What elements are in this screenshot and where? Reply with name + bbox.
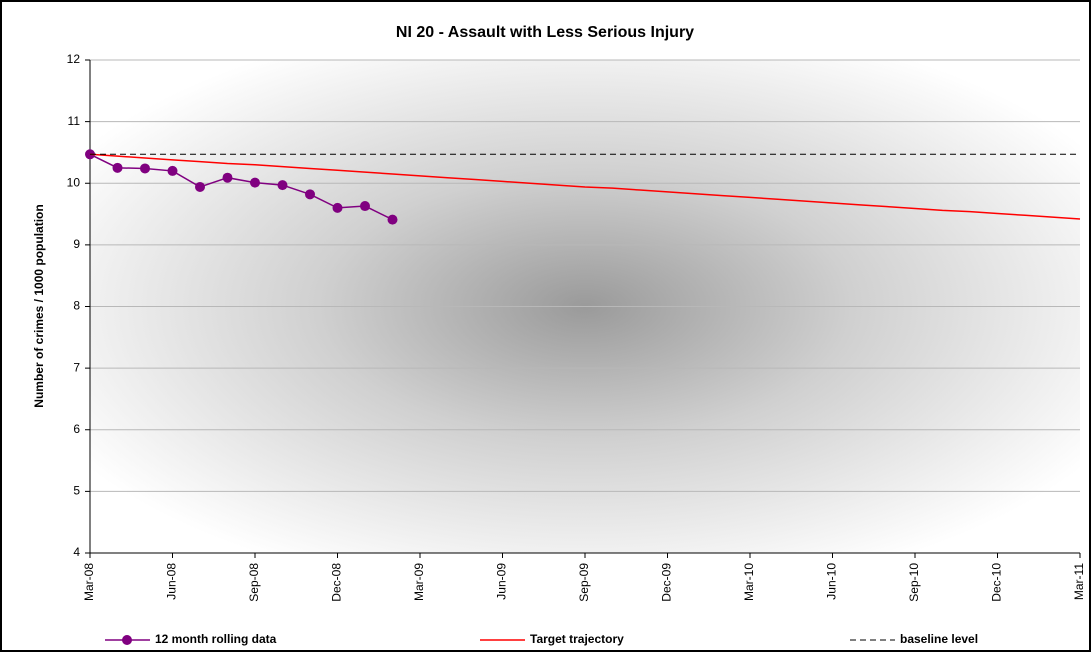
x-tick-label: Sep-10 — [907, 563, 921, 602]
data-point — [277, 180, 288, 191]
x-tick-label: Sep-08 — [247, 563, 261, 602]
legend-label: Target trajectory — [530, 632, 624, 646]
y-axis-label: Number of crimes / 1000 population — [32, 204, 46, 407]
data-point — [360, 201, 370, 212]
x-tick-label: Mar-09 — [412, 563, 426, 601]
y-tick-label: 5 — [73, 484, 80, 498]
data-point — [332, 202, 343, 213]
y-tick-label: 6 — [73, 422, 80, 436]
x-tick-label: Mar-08 — [82, 563, 96, 601]
y-tick-label: 4 — [73, 545, 80, 559]
data-point — [305, 189, 315, 200]
data-point — [195, 181, 205, 192]
data-point — [112, 162, 123, 173]
data-point — [167, 165, 178, 176]
y-tick-label: 7 — [73, 360, 80, 374]
x-tick-label: Jun-08 — [165, 563, 179, 600]
x-tick-label: Mar-10 — [742, 563, 756, 601]
data-point — [387, 214, 398, 225]
x-tick-label: Jun-09 — [495, 563, 509, 600]
data-point — [222, 172, 233, 183]
legend-label: 12 month rolling data — [155, 632, 277, 646]
x-tick-label: Jun-10 — [825, 563, 839, 600]
series-line — [89, 153, 1081, 220]
legend-marker — [122, 635, 132, 645]
y-tick-label: 11 — [68, 114, 81, 128]
x-tick-label: Dec-09 — [660, 563, 674, 602]
data-point — [250, 177, 260, 188]
x-tick-label: Dec-10 — [990, 563, 1004, 602]
chart-title: NI 20 - Assault with Less Serious Injury — [396, 24, 694, 41]
x-tick-label: Mar-11 — [1072, 563, 1086, 600]
legend-label: baseline level — [900, 632, 978, 646]
data-point — [140, 163, 150, 174]
y-tick-label: 10 — [67, 175, 81, 189]
y-tick-label: 9 — [73, 237, 80, 251]
x-tick-label: Sep-09 — [577, 563, 591, 602]
y-tick-label: 12 — [67, 52, 81, 66]
x-tick-label: Dec-08 — [330, 563, 344, 602]
y-tick-label: 8 — [73, 299, 80, 313]
